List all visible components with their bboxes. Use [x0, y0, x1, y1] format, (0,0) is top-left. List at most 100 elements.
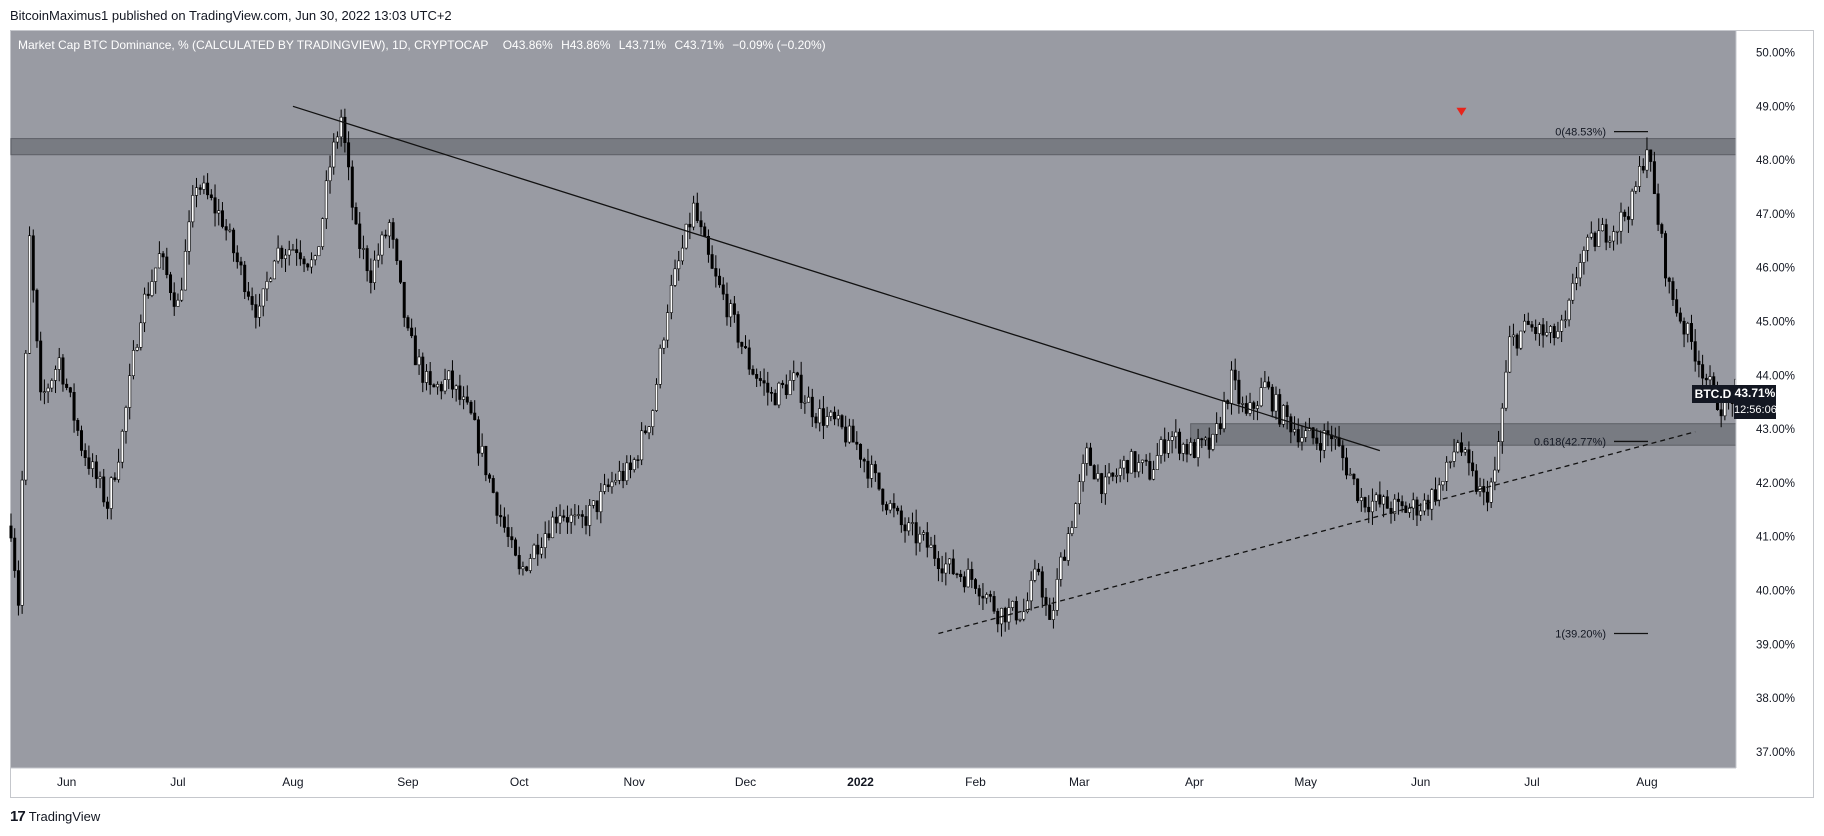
- candle-body: [206, 182, 210, 196]
- tradingview-brand[interactable]: 17 TradingView: [10, 808, 100, 825]
- candle-body: [599, 491, 603, 513]
- candle-body: [1485, 491, 1489, 503]
- candle-body: [1445, 461, 1449, 482]
- candle-body: [710, 254, 714, 269]
- horizontal-zone-1[interactable]: [10, 138, 1737, 156]
- candle-body: [547, 533, 551, 539]
- candle-body: [1033, 568, 1037, 581]
- candle-body: [1241, 403, 1245, 405]
- candle-body: [1664, 233, 1668, 279]
- time-axis[interactable]: [11, 768, 1736, 796]
- candle-body: [484, 445, 488, 476]
- candle-body: [814, 416, 818, 424]
- legend-open-label: O: [502, 38, 513, 52]
- candle-body: [488, 474, 492, 479]
- candle-body: [1704, 377, 1708, 381]
- candle-body: [65, 383, 69, 388]
- support-trendline-dashed[interactable]: [938, 431, 1696, 635]
- candle-body: [284, 254, 288, 259]
- candle-body: [1586, 236, 1590, 251]
- candle-body: [1530, 324, 1534, 328]
- candle-body: [309, 259, 313, 268]
- candle-body: [1014, 601, 1018, 621]
- candle-body: [1526, 320, 1530, 325]
- candle-body: [1044, 596, 1048, 606]
- candle-body: [1281, 405, 1285, 425]
- candle-body: [1422, 499, 1426, 512]
- y-tick-label: 50.00%: [1756, 48, 1795, 60]
- candle-body: [347, 142, 351, 168]
- candle-body: [1675, 299, 1679, 314]
- candle-body: [1315, 437, 1319, 444]
- candle-body: [781, 382, 785, 386]
- candle-body: [695, 202, 699, 221]
- candle-body: [432, 384, 436, 388]
- candle-body: [391, 222, 395, 240]
- candle-body: [105, 501, 109, 509]
- candle-body: [1048, 604, 1052, 620]
- candle-body: [614, 480, 618, 483]
- candle-body: [829, 411, 833, 417]
- candle-body: [981, 595, 985, 599]
- candle-body: [818, 408, 822, 424]
- candle-body: [1612, 231, 1616, 242]
- candle-body: [258, 305, 262, 318]
- candle-body: [936, 558, 940, 570]
- candle-body: [1571, 282, 1575, 301]
- candle-body: [625, 462, 629, 482]
- candle-body: [769, 392, 773, 394]
- candle-body: [1508, 336, 1512, 373]
- candle-body: [473, 412, 477, 421]
- legend-close-label: C: [674, 38, 684, 52]
- legend-high: 43.86%: [569, 38, 611, 52]
- candle-body: [892, 503, 896, 509]
- candle-body: [680, 247, 684, 262]
- resistance-trendline[interactable]: [292, 105, 1381, 452]
- candle-body: [595, 500, 599, 513]
- candle-body: [1367, 506, 1371, 513]
- candle-body: [328, 166, 332, 182]
- candle-body: [402, 281, 406, 318]
- candle-body: [57, 357, 61, 370]
- candle-body: [844, 426, 848, 443]
- candle-body: [1074, 503, 1078, 528]
- candle-body: [1697, 360, 1701, 365]
- candle-body: [1396, 498, 1400, 502]
- candle-body: [220, 210, 224, 227]
- candle-body: [1415, 499, 1419, 516]
- candle-body: [198, 187, 202, 190]
- candle-body: [502, 516, 506, 528]
- legend-close: 43.71%: [683, 38, 724, 52]
- candle-body: [1563, 319, 1567, 322]
- candle-body: [157, 253, 161, 269]
- candle-body: [1393, 498, 1397, 514]
- candle-body: [591, 500, 595, 506]
- candle-body: [272, 260, 276, 280]
- candle-body: [61, 357, 65, 385]
- candle-body: [603, 484, 607, 492]
- candle-body: [877, 472, 881, 490]
- candle-body: [1689, 323, 1693, 342]
- candle-body: [1185, 443, 1189, 455]
- candle-body: [1170, 436, 1174, 441]
- candle-body: [339, 116, 343, 138]
- candle-body: [1652, 161, 1656, 195]
- candle-body: [1081, 463, 1085, 483]
- candle-body: [658, 347, 662, 385]
- candle-body: [1259, 387, 1263, 407]
- y-tick-label: 43.00%: [1756, 424, 1795, 436]
- candle-body: [28, 235, 32, 354]
- candle-body: [1511, 334, 1515, 338]
- y-tick-label: 44.00%: [1756, 370, 1795, 382]
- candle-body: [525, 566, 529, 571]
- candle-body: [925, 532, 929, 548]
- horizontal-zone-2[interactable]: [1190, 423, 1737, 446]
- candle-body: [528, 558, 532, 571]
- candle-body: [1682, 320, 1686, 335]
- candle-body: [1560, 319, 1564, 332]
- x-tick-label: May: [1294, 775, 1317, 789]
- x-tick-label: Aug: [282, 775, 303, 789]
- candle-body: [232, 229, 236, 254]
- candle-body: [1096, 473, 1100, 480]
